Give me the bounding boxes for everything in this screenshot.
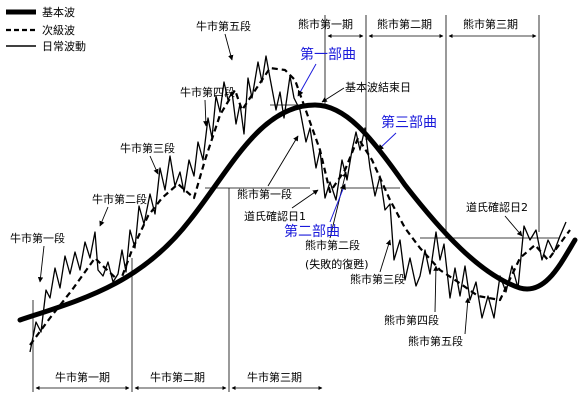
bear-segment-2-label-line2: (失敗的復甦) bbox=[305, 257, 369, 271]
legend: 基本波 次級波 日常波動 bbox=[6, 5, 86, 53]
legend-daily-label: 日常波動 bbox=[42, 39, 86, 53]
legend-secondary-label: 次級波 bbox=[42, 23, 75, 37]
bear-label-arrows bbox=[267, 135, 471, 335]
daily-wave-line bbox=[29, 55, 567, 353]
bear-segment-4-label: 熊市第四段 bbox=[384, 313, 439, 327]
bear-segment-3-label: 熊市第三段 bbox=[350, 272, 405, 286]
basic-wave-end-label: 基本波結束日 bbox=[345, 80, 411, 94]
bottom-bull-period-3: 牛市第三期 bbox=[247, 370, 302, 384]
bull-segment-4-label: 牛市第四段 bbox=[180, 85, 235, 99]
header-bear-period-2: 熊市第二期 bbox=[377, 17, 432, 31]
basic-wave-end-arrow bbox=[321, 87, 345, 103]
part-3-arrow bbox=[377, 132, 397, 151]
header-bear-period-3: 熊市第三期 bbox=[463, 17, 518, 31]
part-3-label: 第三部曲 bbox=[381, 114, 437, 131]
secondary-wave-line bbox=[29, 66, 571, 346]
header-bear-period-1: 熊市第一期 bbox=[298, 17, 353, 31]
dow-confirm-1-arrow bbox=[291, 189, 319, 209]
bear-segment-5-label: 熊市第五段 bbox=[408, 334, 463, 348]
bear-segment-2-label-line1: 熊市第二段 bbox=[305, 238, 360, 252]
dow-confirm-1-label: 道氏確認日1 bbox=[244, 209, 306, 223]
bull-segment-3-label: 牛市第三段 bbox=[120, 141, 175, 155]
bear-segment-1-label: 熊市第一段 bbox=[237, 187, 292, 201]
bull-label-arrows bbox=[37, 33, 234, 283]
bull-segment-1-label: 牛市第一段 bbox=[10, 231, 65, 245]
bull-segment-2-label: 牛市第二段 bbox=[92, 192, 147, 206]
part-2-label: 第二部曲 bbox=[284, 223, 340, 240]
part-2-arrow bbox=[329, 183, 346, 223]
bottom-bull-period-2: 牛市第二期 bbox=[150, 370, 205, 384]
bull-segment-5-label: 牛市第五段 bbox=[196, 19, 251, 33]
period-dividers bbox=[32, 15, 540, 392]
dow-confirm-2-label: 道氏確認日2 bbox=[466, 200, 528, 214]
dow-confirm-2-arrow bbox=[504, 215, 523, 237]
basic-wave-line bbox=[17, 102, 578, 323]
part-1-label: 第一部曲 bbox=[300, 46, 356, 63]
part-1-arrow bbox=[297, 63, 317, 97]
bottom-bull-period-1: 牛市第一期 bbox=[55, 370, 110, 384]
legend-basic-label: 基本波 bbox=[42, 5, 75, 19]
